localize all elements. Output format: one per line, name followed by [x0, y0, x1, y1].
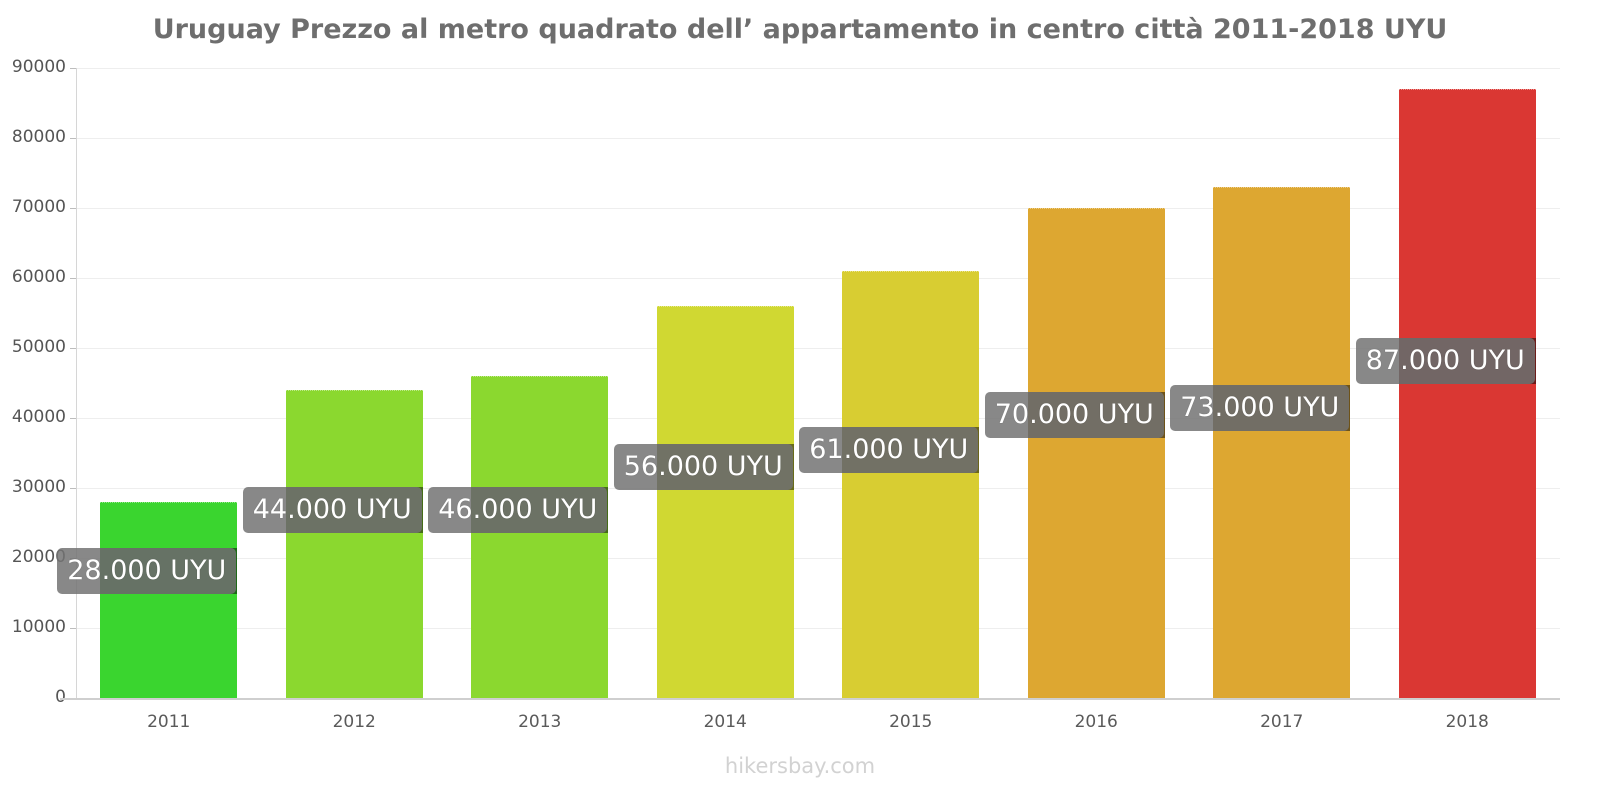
gridline: [76, 68, 1560, 69]
y-axis-tick-label: 60000: [11, 267, 66, 287]
bar[interactable]: [656, 306, 794, 698]
bar-value-label: 28.000 UYU: [57, 548, 237, 594]
x-axis-tick-label: 2013: [518, 712, 562, 732]
y-axis-tick-mark: [70, 208, 76, 209]
bar[interactable]: [100, 502, 238, 698]
gridline: [76, 418, 1560, 419]
gridline: [76, 488, 1560, 489]
bar-value-label: 56.000 UYU: [613, 444, 793, 490]
y-axis-tick-label: 0: [55, 687, 66, 707]
y-axis-tick-mark: [70, 68, 76, 69]
chart-title: Uruguay Prezzo al metro quadrato dell’ a…: [152, 14, 1448, 45]
bar[interactable]: [1213, 187, 1351, 698]
bar-value-label: 61.000 UYU: [799, 427, 979, 473]
y-axis-tick-label: 70000: [11, 197, 66, 217]
bar[interactable]: [471, 376, 609, 698]
gridline: [76, 208, 1560, 209]
bar[interactable]: [285, 390, 423, 698]
x-axis-tick-label: 2014: [703, 712, 747, 732]
bar-value-label: 46.000 UYU: [428, 487, 608, 533]
bar-value-label: 87.000 UYU: [1355, 338, 1535, 384]
x-axis-line: [60, 698, 1560, 700]
x-axis-tick-label: 2012: [332, 712, 376, 732]
x-axis-tick-label: 2018: [1445, 712, 1489, 732]
bar-value-label: 44.000 UYU: [242, 487, 422, 533]
y-axis-tick-mark: [70, 278, 76, 279]
gridline: [76, 628, 1560, 629]
y-axis-tick-label: 40000: [11, 407, 66, 427]
y-axis-tick-mark: [70, 488, 76, 489]
y-axis-tick-label: 10000: [11, 617, 66, 637]
x-axis-tick-label: 2017: [1260, 712, 1304, 732]
y-axis-tick-mark: [70, 138, 76, 139]
y-axis-tick-label: 90000: [11, 57, 66, 77]
bar[interactable]: [842, 271, 980, 698]
plot-area: [76, 68, 1560, 698]
y-axis-tick-mark: [70, 348, 76, 349]
y-axis-tick-label: 80000: [11, 127, 66, 147]
x-axis-tick-label: 2011: [147, 712, 191, 732]
bar-value-label: 73.000 UYU: [1170, 385, 1350, 431]
gridline: [76, 138, 1560, 139]
y-axis-tick-mark: [70, 418, 76, 419]
y-axis-line: [76, 68, 77, 698]
y-axis-tick-label: 20000: [11, 547, 66, 567]
x-axis-tick-label: 2016: [1074, 712, 1118, 732]
y-axis-tick-mark: [70, 628, 76, 629]
bar-value-label: 70.000 UYU: [984, 392, 1164, 438]
gridline: [76, 278, 1560, 279]
gridline: [76, 558, 1560, 559]
bar[interactable]: [1398, 89, 1536, 698]
y-axis-tick-label: 50000: [11, 337, 66, 357]
gridline: [76, 348, 1560, 349]
y-axis-tick-label: 30000: [11, 477, 66, 497]
footer-credit: hikersbay.com: [724, 754, 876, 778]
x-axis-tick-label: 2015: [889, 712, 933, 732]
bar[interactable]: [1027, 208, 1165, 698]
